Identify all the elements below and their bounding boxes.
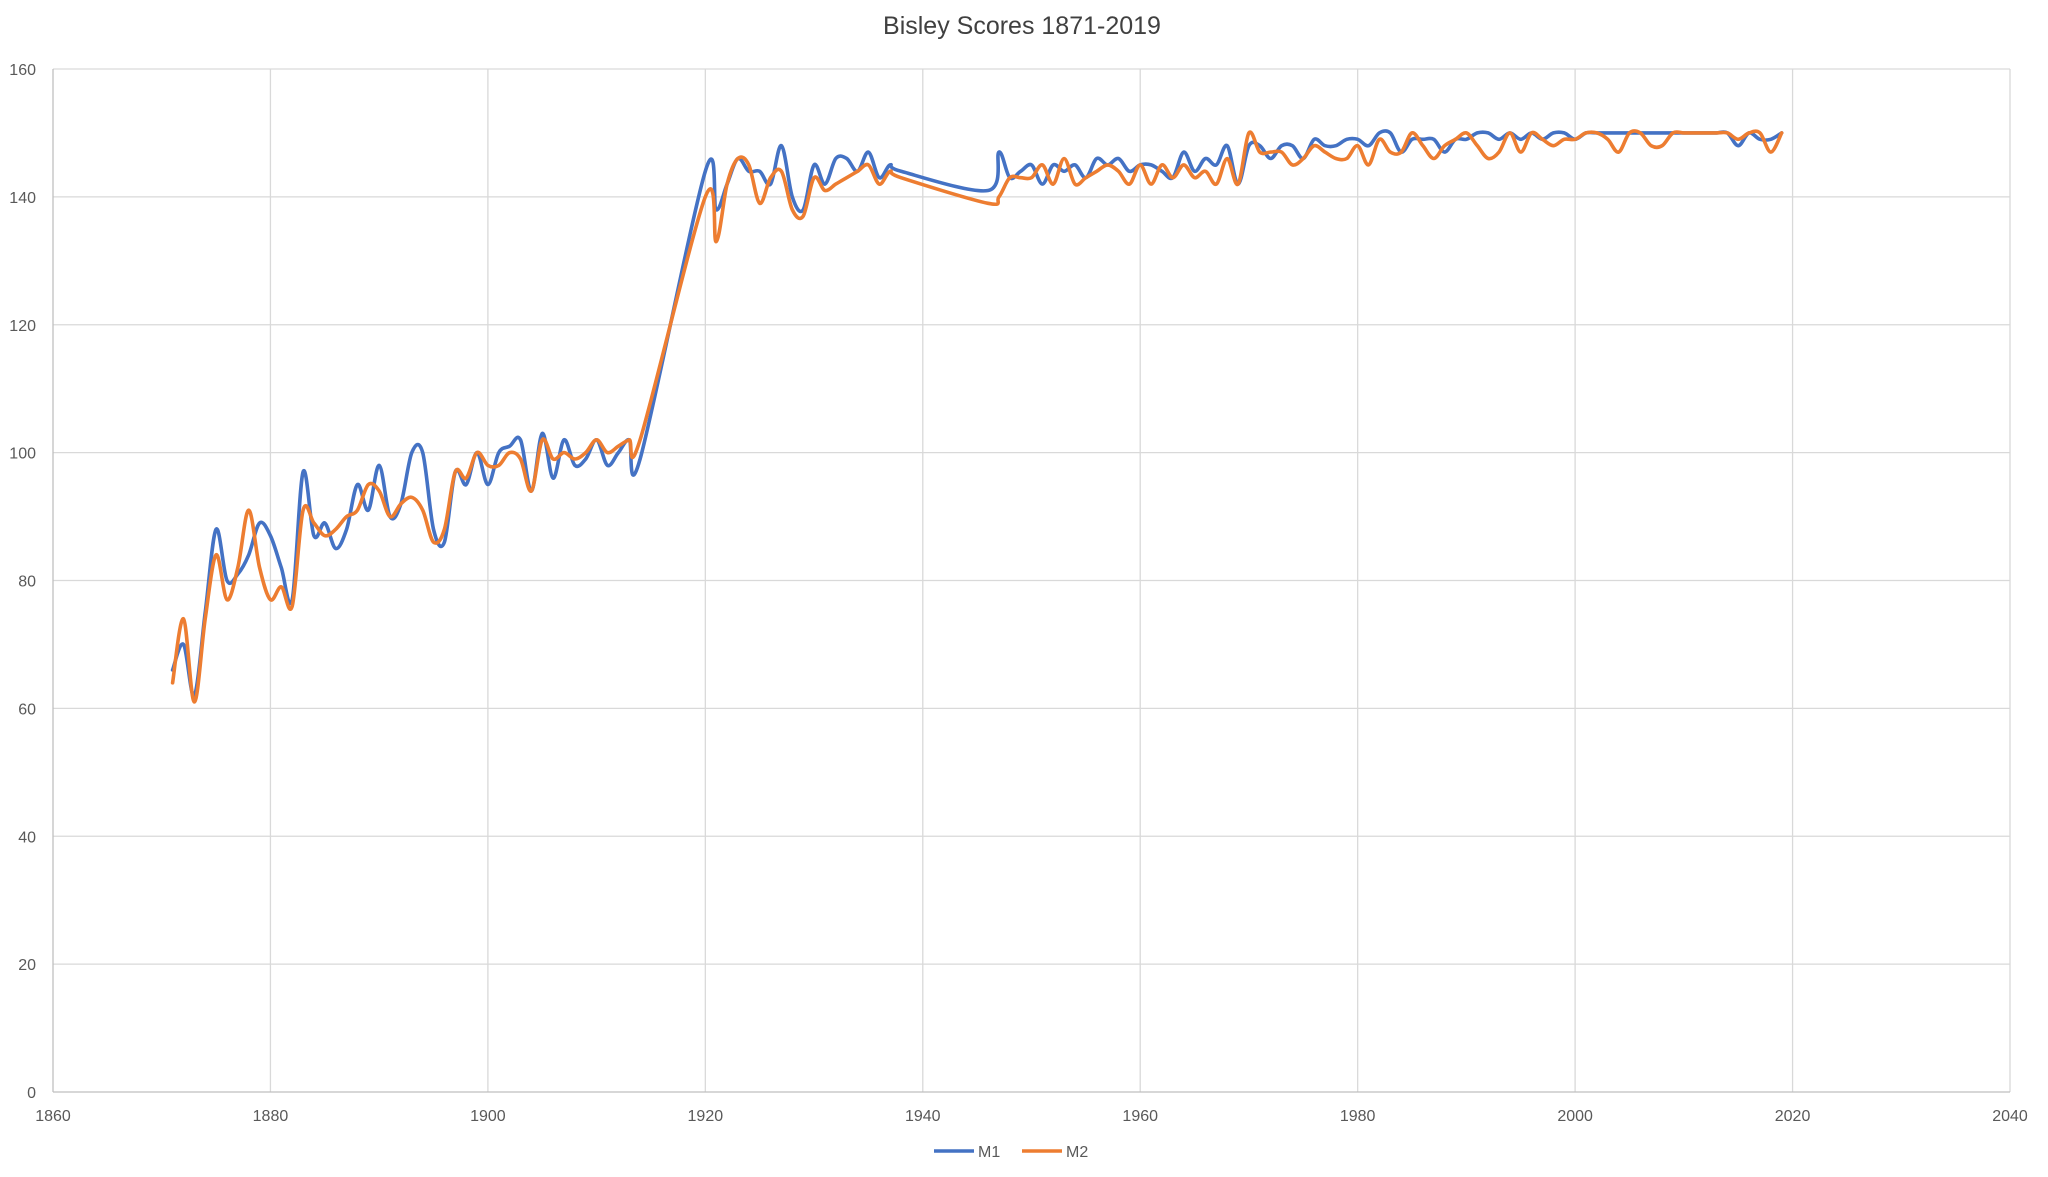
- y-tick-label: 80: [18, 574, 36, 591]
- x-tick-label: 1900: [470, 1108, 506, 1125]
- x-tick-label: 2000: [1557, 1108, 1593, 1125]
- y-tick-label: 0: [27, 1085, 36, 1102]
- chart-title: Bisley Scores 1871-2019: [883, 12, 1161, 40]
- y-tick-label: 100: [9, 446, 36, 463]
- series-line-m2: [170, 129, 1784, 704]
- y-tick-label: 160: [9, 62, 36, 79]
- legend-label-m2: M2: [1066, 1144, 1088, 1161]
- y-tick-label: 20: [18, 957, 36, 974]
- x-tick-label: 1920: [688, 1108, 724, 1125]
- series-lines: [170, 129, 1784, 704]
- x-tick-label: 2040: [1992, 1108, 2028, 1125]
- y-tick-label: 120: [9, 318, 36, 335]
- legend-label-m1: M1: [978, 1144, 1000, 1161]
- x-tick-label: 1940: [905, 1108, 941, 1125]
- x-tick-label: 1960: [1122, 1108, 1158, 1125]
- y-tick-label: 40: [18, 829, 36, 846]
- legend: M1 M2: [934, 1144, 1088, 1161]
- x-tick-label: 2020: [1775, 1108, 1811, 1125]
- x-tick-label: 1980: [1340, 1108, 1376, 1125]
- y-tick-label: 140: [9, 190, 36, 207]
- x-tick-label: 1860: [35, 1108, 71, 1125]
- gridlines: [53, 68, 2011, 1092]
- y-tick-label: 60: [18, 701, 36, 718]
- x-tick-label: 1880: [253, 1108, 289, 1125]
